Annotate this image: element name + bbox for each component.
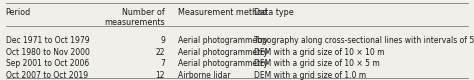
Text: 9: 9: [160, 36, 165, 45]
Text: Number of
measurements: Number of measurements: [104, 8, 165, 27]
Text: 12: 12: [155, 71, 165, 80]
Text: Aerial photogrammetry: Aerial photogrammetry: [178, 59, 268, 68]
Text: Sep 2001 to Oct 2006: Sep 2001 to Oct 2006: [6, 59, 89, 68]
Text: DEM with a grid size of 10 × 10 m: DEM with a grid size of 10 × 10 m: [254, 48, 384, 57]
Text: Dec 1971 to Oct 1979: Dec 1971 to Oct 1979: [6, 36, 89, 45]
Text: Oct 1980 to Nov 2000: Oct 1980 to Nov 2000: [6, 48, 90, 57]
Text: Measurement method: Measurement method: [178, 8, 267, 17]
Text: Oct 2007 to Oct 2019: Oct 2007 to Oct 2019: [6, 71, 88, 80]
Text: Topography along cross-sectional lines with intervals of 50–100 m: Topography along cross-sectional lines w…: [254, 36, 474, 45]
Text: Aerial photogrammetry: Aerial photogrammetry: [178, 48, 268, 57]
Text: DEM with a grid size of 1.0 m: DEM with a grid size of 1.0 m: [254, 71, 366, 80]
Text: Period: Period: [6, 8, 31, 17]
Text: 7: 7: [160, 59, 165, 68]
Text: DEM with a grid size of 10 × 5 m: DEM with a grid size of 10 × 5 m: [254, 59, 379, 68]
Text: Airborne lidar: Airborne lidar: [178, 71, 230, 80]
Text: Data type: Data type: [254, 8, 293, 17]
Text: Aerial photogrammetry: Aerial photogrammetry: [178, 36, 268, 45]
Text: 22: 22: [155, 48, 165, 57]
